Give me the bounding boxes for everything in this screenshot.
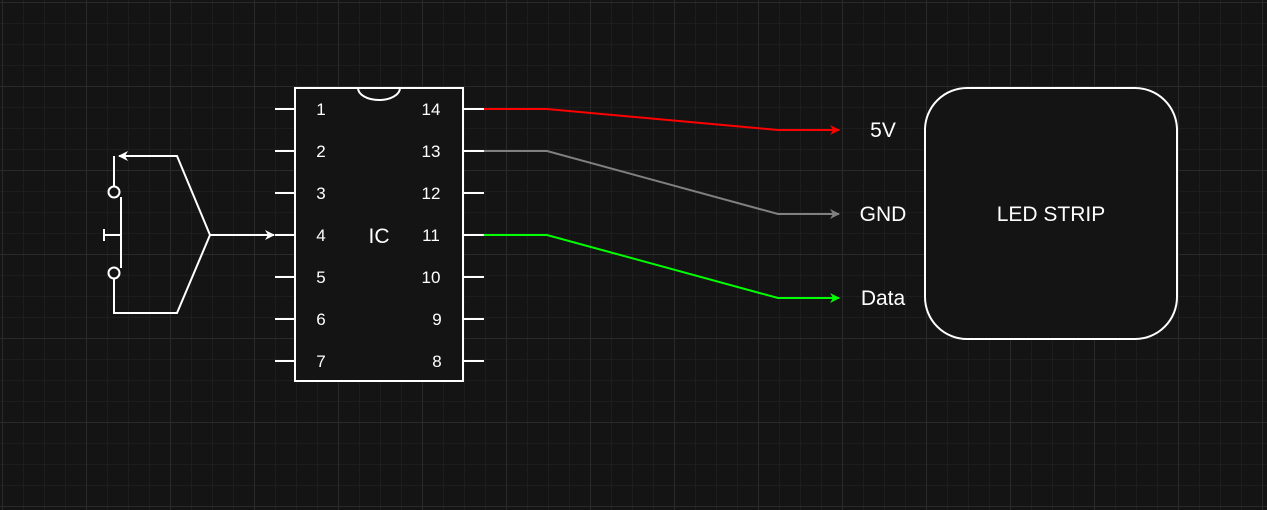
pin-4-label: 4: [316, 226, 325, 245]
push-button: [103, 151, 275, 314]
pin-3-label: 3: [316, 184, 325, 203]
ic-left-pins: 1 2 3 4 5 6 7: [275, 100, 326, 371]
label-5v: 5V: [870, 119, 896, 142]
label-gnd: GND: [860, 203, 907, 226]
pin-11-label: 11: [422, 226, 440, 245]
ic-label: IC: [369, 225, 390, 248]
pin-8-label: 8: [432, 352, 441, 371]
ic-chip: IC: [294, 87, 464, 382]
led-strip-label: LED STRIP: [997, 203, 1106, 226]
pin-9-label: 9: [432, 310, 441, 329]
pin-6-label: 6: [316, 310, 325, 329]
pin-1-label: 1: [316, 100, 325, 119]
connection-labels: 5V GND Data: [860, 119, 907, 310]
button-contact-top: [107, 185, 121, 199]
pin-10-label: 10: [422, 268, 441, 287]
pin-7-label: 7: [316, 352, 325, 371]
button-contact-bottom: [107, 266, 121, 280]
pin-2-label: 2: [316, 142, 325, 161]
wire-pin-14-to-5v: [484, 108, 840, 135]
pin-12-label: 12: [422, 184, 441, 203]
button-wire-top: [118, 151, 211, 236]
ic-body: [294, 87, 464, 382]
wire-pin-13-to-gnd: [484, 150, 840, 219]
ic-notch: [357, 87, 401, 101]
led-strip: LED STRIP: [924, 87, 1178, 340]
connection-wires: [484, 108, 840, 303]
wire-pin-11-to-data: [484, 234, 840, 303]
pin-5-label: 5: [316, 268, 325, 287]
ic-right-pins: 14 13 12 11 10 9 8: [422, 100, 484, 371]
pin-14-label: 14: [422, 100, 441, 119]
button-wire-bottom: [113, 234, 211, 314]
led-strip-box: [924, 87, 1178, 340]
pin-13-label: 13: [422, 142, 441, 161]
label-data: Data: [861, 287, 906, 310]
